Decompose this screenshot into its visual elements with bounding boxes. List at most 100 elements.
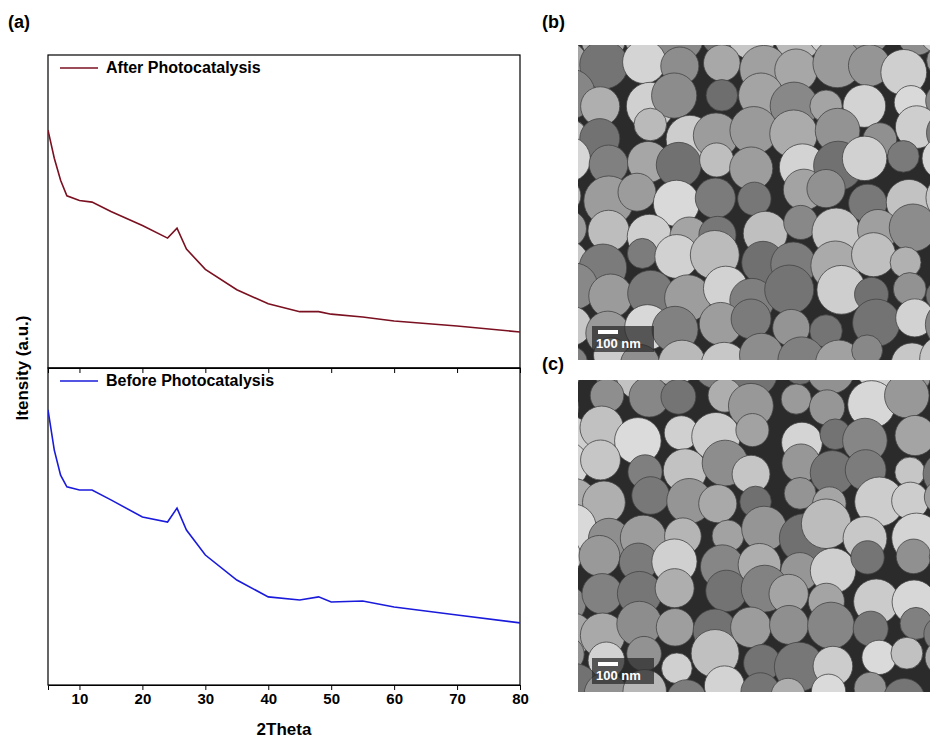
- particle: [739, 333, 783, 360]
- x-tick: 70: [449, 685, 466, 707]
- particle: [891, 637, 923, 669]
- scale-bar-label: 100 nm: [596, 668, 641, 683]
- particle: [695, 178, 735, 218]
- particle: [582, 574, 622, 614]
- particle: [896, 299, 930, 337]
- particle: [632, 477, 670, 515]
- x-tick-mark: [457, 368, 458, 373]
- particle: [854, 672, 886, 692]
- figure: After Photocatalysis(a)1020304050607080B…: [0, 0, 936, 749]
- legend-swatch: [60, 380, 98, 382]
- particle: [852, 335, 883, 360]
- particle: [922, 137, 930, 179]
- x-tick: 50: [323, 685, 340, 707]
- particle: [618, 173, 656, 211]
- particle: [703, 45, 740, 81]
- plot-frame: [48, 55, 520, 368]
- particle: [578, 210, 586, 247]
- particle: [895, 415, 930, 455]
- particle: [888, 141, 920, 173]
- particle: [811, 674, 845, 692]
- particle: [578, 347, 587, 360]
- x-axis-title: 2Theta: [257, 720, 312, 739]
- particle: [738, 182, 771, 215]
- x-tick-label: 50: [323, 690, 340, 707]
- particle: [579, 535, 620, 576]
- x-tick-mark: [394, 368, 395, 373]
- legend-swatch: [60, 67, 98, 69]
- particle: [578, 179, 581, 213]
- particle: [578, 380, 581, 388]
- particle: [885, 380, 930, 418]
- x-tick-mark: [79, 368, 80, 373]
- data-line: [48, 410, 520, 623]
- data-line: [48, 130, 520, 332]
- x-tick-label: 40: [260, 690, 277, 707]
- particle: [736, 414, 769, 447]
- particle: [699, 485, 737, 523]
- particle: [765, 265, 814, 314]
- particles: [578, 45, 930, 360]
- scale-bar-backdrop: [592, 326, 654, 352]
- legend-label: After Photocatalysis: [106, 59, 261, 76]
- scale-bar-backdrop: [592, 658, 654, 684]
- legend: After Photocatalysis: [60, 59, 261, 76]
- particle: [706, 80, 738, 112]
- particle: [770, 605, 809, 644]
- x-tick: [79, 368, 80, 373]
- particle: [781, 384, 811, 414]
- x-tick: 40: [260, 685, 277, 707]
- x-tick: [394, 368, 395, 373]
- plot-frame: [48, 368, 520, 685]
- particle: [634, 108, 667, 141]
- scale-bar: [598, 662, 618, 666]
- particle: [889, 204, 930, 251]
- particle: [842, 136, 886, 180]
- particle: [704, 666, 744, 692]
- x-tick: 60: [386, 685, 403, 707]
- legend-label: Before Photocatalysis: [106, 372, 274, 389]
- x-tick: 80: [512, 685, 529, 707]
- particle: [666, 680, 706, 692]
- x-tick-mark: [331, 368, 332, 373]
- plot-panel: After Photocatalysis: [48, 55, 521, 373]
- x-tick-label: 30: [197, 690, 214, 707]
- particle: [862, 640, 896, 674]
- x-tick-label: 80: [512, 690, 529, 707]
- particle: [661, 380, 696, 414]
- particle: [883, 679, 924, 692]
- particle: [731, 299, 771, 339]
- particle: [852, 233, 896, 277]
- image-background: [578, 45, 930, 360]
- x-tick: [331, 368, 332, 373]
- x-tick-label: 60: [386, 690, 403, 707]
- x-tick-label: 10: [72, 690, 89, 707]
- particle: [655, 569, 694, 608]
- particle: [623, 45, 666, 84]
- particle: [578, 136, 590, 181]
- series-group: [48, 410, 520, 623]
- particle: [930, 380, 931, 389]
- plot-panel: 10 20 30 40 50 60 70 80 Before Photocatalysis: [48, 368, 529, 707]
- scale-bar-label: 100 nm: [596, 336, 641, 351]
- particle: [627, 238, 657, 268]
- particle: [896, 539, 930, 574]
- x-tick: 10: [72, 685, 89, 707]
- particle: [581, 440, 621, 480]
- panel-label: (b): [542, 12, 565, 32]
- sem-image: 100 nm: [541, 340, 936, 720]
- x-tick-label: 20: [135, 690, 152, 707]
- particle: [700, 143, 734, 177]
- particle: [808, 602, 855, 649]
- y-axis-title: Itensity (a.u.): [13, 316, 32, 421]
- image-background: [578, 380, 930, 692]
- particle: [920, 335, 930, 360]
- series-group: [48, 130, 520, 332]
- particle: [656, 609, 694, 647]
- particle: [771, 678, 805, 692]
- particle: [807, 169, 845, 207]
- legend: Before Photocatalysis: [60, 372, 274, 389]
- x-tick-label: 70: [449, 690, 466, 707]
- particle: [925, 640, 930, 675]
- particle: [851, 541, 884, 574]
